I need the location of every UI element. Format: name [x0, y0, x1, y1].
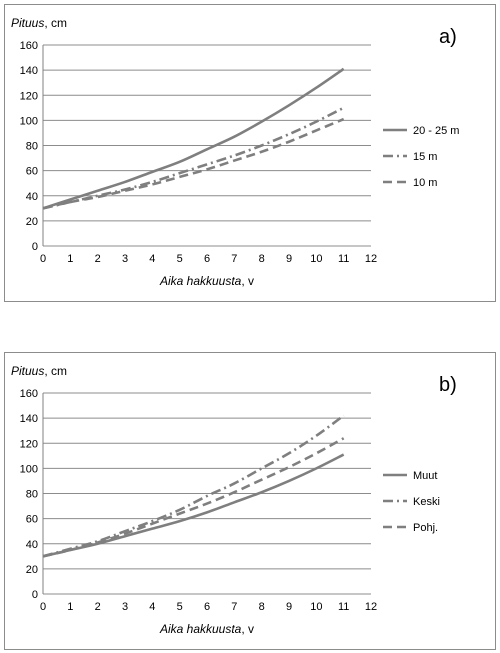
x-tick-label: 3 — [122, 601, 128, 613]
x-tick-label: 7 — [231, 601, 237, 613]
x-tick-label: 1 — [67, 253, 73, 265]
series-line-1 — [42, 67, 345, 210]
series-line-1 — [42, 453, 345, 558]
x-tick-label: 4 — [149, 253, 155, 265]
y-tick-label: 120 — [20, 438, 38, 450]
legend-label: 15 m — [413, 151, 437, 163]
x-tick-label: 3 — [122, 253, 128, 265]
y-tick-label: 160 — [20, 40, 38, 52]
x-axis-title-word: Aika hakkuusta — [159, 274, 242, 288]
series-line-2 — [42, 414, 345, 558]
x-tick-label: 1 — [67, 601, 73, 613]
x-axis-title-unit: , v — [241, 274, 254, 288]
y-tick-label: 60 — [26, 514, 38, 526]
y-axis-title-unit: , cm — [44, 364, 67, 378]
x-tick-label: 2 — [95, 601, 101, 613]
x-tick-label: 8 — [259, 253, 265, 265]
legend-label: Keski — [413, 496, 440, 508]
x-axis-title-word: Aika hakkuusta — [159, 622, 242, 636]
y-tick-label: 140 — [20, 65, 38, 77]
y-axis-title: Pituus, cm — [11, 364, 67, 378]
y-tick-label: 0 — [32, 241, 38, 253]
panel-label: a) — [439, 26, 457, 48]
y-axis-title-unit: , cm — [44, 16, 67, 30]
series-line-2 — [42, 106, 345, 210]
series-line-3 — [42, 437, 345, 558]
y-tick-label: 80 — [26, 489, 38, 501]
x-tick-label: 6 — [204, 253, 210, 265]
chart-panel-b: 0 20 40 60 80 100 120 140 160 0 1 2 3 4 5 6 7 8 9 10 11 12 Pit… — [4, 352, 496, 650]
x-tick-label: 0 — [40, 253, 46, 265]
y-axis-title: Pituus, cm — [11, 16, 67, 30]
x-axis-title: Aika hakkuusta, v — [159, 622, 254, 636]
y-tick-label: 100 — [20, 115, 38, 127]
panel-label: b) — [439, 374, 457, 396]
y-tick-label: 40 — [26, 539, 38, 551]
x-tick-label: 11 — [338, 253, 349, 265]
y-tick-label: 20 — [26, 216, 38, 228]
x-tick-label: 5 — [177, 601, 183, 613]
y-tick-label: 80 — [26, 141, 38, 153]
x-tick-label: 11 — [338, 601, 349, 613]
y-tick-label: 40 — [26, 191, 38, 203]
x-tick-label: 8 — [259, 601, 265, 613]
x-tick-label: 2 — [95, 253, 101, 265]
x-tick-label: 12 — [365, 253, 377, 265]
x-axis-title-unit: , v — [241, 622, 254, 636]
x-tick-label: 4 — [149, 601, 155, 613]
x-tick-label: 12 — [365, 601, 377, 613]
legend-label: 10 m — [413, 177, 437, 189]
y-tick-label: 60 — [26, 166, 38, 178]
legend-label: Muut — [413, 470, 437, 482]
legend-label: 20 - 25 m — [413, 125, 459, 137]
x-tick-label: 10 — [310, 253, 322, 265]
y-tick-label: 20 — [26, 564, 38, 576]
legend-label: Pohj. — [413, 522, 438, 534]
y-tick-label: 120 — [20, 90, 38, 102]
x-tick-label: 0 — [40, 601, 46, 613]
y-axis-title-word: Pituus — [11, 16, 44, 30]
x-tick-label: 10 — [310, 601, 322, 613]
x-tick-label: 9 — [286, 601, 292, 613]
y-axis-title-word: Pituus — [11, 364, 44, 378]
y-tick-label: 160 — [20, 388, 38, 400]
y-tick-label: 100 — [20, 463, 38, 475]
series-line-3 — [42, 117, 345, 210]
x-tick-label: 9 — [286, 253, 292, 265]
x-tick-label: 7 — [231, 253, 237, 265]
y-tick-label: 140 — [20, 413, 38, 425]
x-tick-label: 5 — [177, 253, 183, 265]
x-axis-title: Aika hakkuusta, v — [159, 274, 254, 288]
x-tick-label: 6 — [204, 601, 210, 613]
chart-panel-a: 0 20 40 60 80 100 120 140 160 0 1 2 3 4 5 6 7 8 9 10 11 12 Pit… — [4, 4, 496, 302]
y-tick-label: 0 — [32, 589, 38, 601]
